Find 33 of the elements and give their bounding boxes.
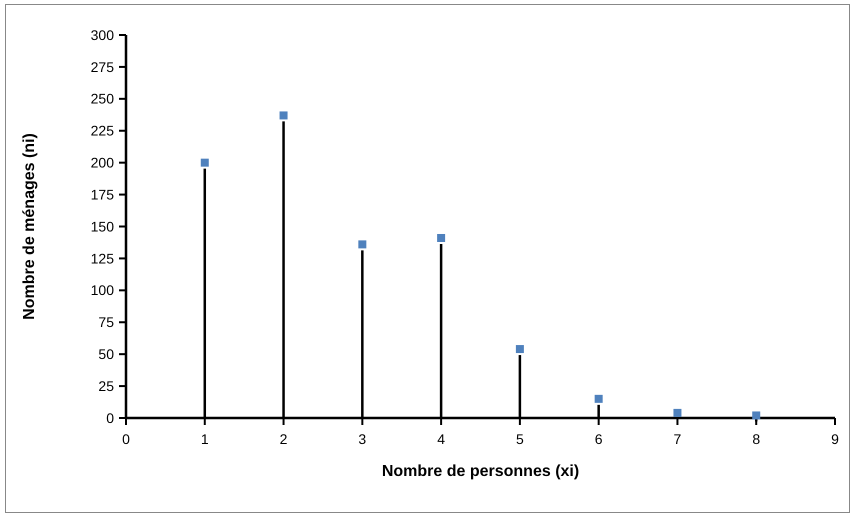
x-axis-title: Nombre de personnes (xi) <box>382 463 580 480</box>
y-tick-label: 100 <box>90 282 114 298</box>
y-tick-label: 200 <box>90 154 114 171</box>
point <box>358 240 366 248</box>
y-axis-title: Nombre de ménages (ni) <box>21 133 38 320</box>
x-tick-label: 7 <box>674 431 682 447</box>
x-tick-label: 9 <box>831 431 840 447</box>
point <box>280 111 288 120</box>
point <box>437 234 446 242</box>
y-tick-label: 125 <box>90 250 114 266</box>
x-tick-label: 5 <box>516 431 524 447</box>
x-tick-label: 4 <box>437 431 446 447</box>
x-tick-label: 2 <box>280 431 288 447</box>
point <box>516 345 524 354</box>
x-tick-label: 6 <box>594 431 603 447</box>
y-tick-label: 75 <box>98 314 114 330</box>
y-tick-label: 175 <box>90 186 114 202</box>
x-tick-label: 1 <box>200 431 209 447</box>
x-tick-label: 8 <box>752 431 760 447</box>
y-tick-label: 225 <box>90 122 114 139</box>
point <box>594 394 603 403</box>
y-tick-label: 300 <box>90 26 114 43</box>
y-tick-label: 50 <box>98 346 114 362</box>
x-tick-label: 3 <box>358 431 366 447</box>
point <box>673 408 682 417</box>
x-tick-label: 0 <box>122 431 130 447</box>
y-tick-label: 250 <box>90 90 114 107</box>
y-tick-label: 0 <box>106 410 114 426</box>
point <box>752 411 760 420</box>
y-tick-label: 150 <box>90 218 114 234</box>
y-tick-label: 25 <box>98 378 114 394</box>
point <box>200 158 209 167</box>
y-tick-label: 275 <box>90 58 114 75</box>
